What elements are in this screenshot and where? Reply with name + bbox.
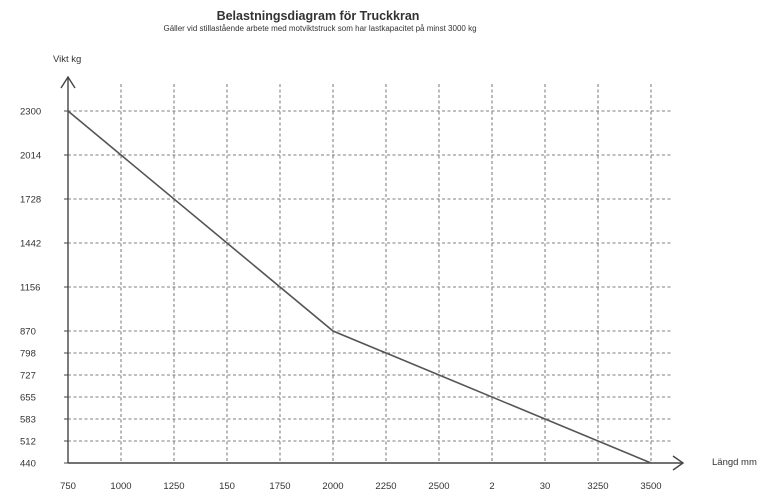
x-axis-label: Längd mm (712, 457, 757, 468)
x-tick-label: 2250 (375, 481, 396, 492)
axes (60, 75, 685, 471)
grid (68, 84, 672, 463)
chart-title: Belastningsdiagram för Truckkran (217, 9, 420, 23)
y-tick-label: 440 (20, 459, 36, 470)
x-tick-label: 750 (60, 481, 76, 492)
x-tick-label: 3250 (587, 481, 608, 492)
y-tick-label: 2300 (20, 107, 41, 118)
x-tick-labels: 750 1000 1250 150 1750 2000 2250 2500 2 30 3250 350… (60, 481, 662, 492)
y-tick-label: 583 (20, 415, 36, 426)
series (67, 110, 652, 464)
y-tick-label: 655 (20, 393, 36, 404)
chart-subtitle: Gäller vid stillastående arbete med motv… (163, 24, 476, 33)
y-tick-label: 870 (20, 327, 36, 338)
x-tick-label: 2 (489, 481, 494, 492)
y-tick-labels: 2300 2014 1728 1442 1156 870 798 727 655 583 512 44… (20, 107, 68, 470)
y-tick-label: 1728 (20, 195, 41, 206)
x-tick-label: 2000 (322, 481, 343, 492)
series-line (67, 110, 652, 464)
y-tick-label: 1442 (20, 239, 41, 250)
x-tick-label: 1000 (110, 481, 131, 492)
y-tick-label: 1156 (20, 283, 40, 294)
x-tick-label: 1750 (269, 481, 290, 492)
y-axis-label: Vikt kg (53, 54, 81, 65)
x-tick-label: 3500 (640, 481, 661, 492)
x-axis-arrow (672, 455, 685, 471)
y-tick-label: 798 (20, 349, 36, 360)
y-tick-label: 727 (20, 371, 36, 382)
y-tick-label: 2014 (20, 151, 41, 162)
y-axis-arrow (60, 75, 76, 89)
x-tick-label: 150 (219, 481, 235, 492)
x-tick-label: 30 (540, 481, 551, 492)
x-tick-label: 2500 (428, 481, 449, 492)
y-tick-label: 512 (20, 437, 36, 448)
x-tick-label: 1250 (163, 481, 184, 492)
